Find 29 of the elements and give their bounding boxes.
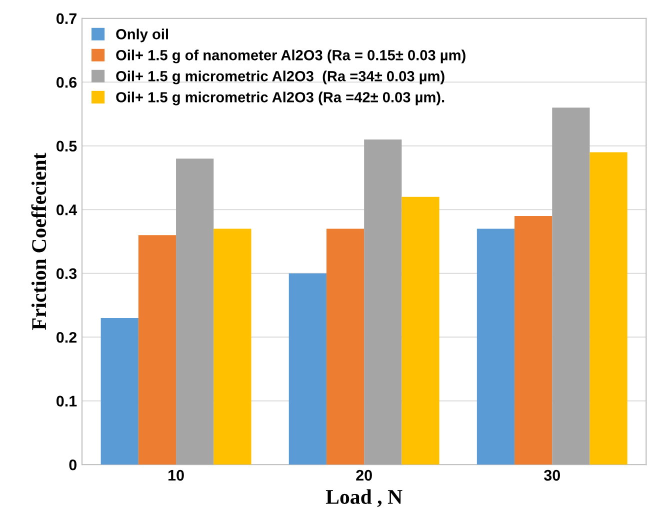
x-tick-label: 30 (544, 470, 560, 481)
y-axis-title: Friction Coeffecient (31, 152, 46, 330)
y-tick-label: 0.2 (56, 332, 77, 343)
y-tick-label: 0.6 (56, 76, 77, 88)
y-tick-label: 0 (69, 459, 77, 470)
bar (138, 235, 176, 465)
legend-label: Oil+ 1.5 g micrometric Al2O3 (Ra =34± 0.03 µm) (116, 70, 444, 84)
x-tick-label: 10 (168, 470, 184, 481)
bar (364, 140, 402, 465)
bar (100, 318, 138, 465)
x-axis-title: Load , N (326, 489, 402, 507)
legend-label: Oil+ 1.5 g micrometric Al2O3 (Ra =42± 0.03 µm). (116, 92, 444, 106)
x-tick-label: 20 (356, 470, 372, 481)
bar (590, 152, 628, 465)
y-tick-label: 0.5 (56, 140, 77, 152)
bar (514, 216, 552, 465)
legend-label: Oil+ 1.5 g of nanometer Al2O3 (Ra = 0.15± 0.03 µm) (116, 50, 466, 64)
y-tick-label: 0.3 (56, 268, 77, 280)
y-tick-label: 0.4 (56, 204, 78, 216)
y-tick-label: 0.7 (56, 13, 76, 24)
y-tick-label: 0.1 (56, 396, 77, 407)
bar (402, 196, 440, 465)
bar (176, 158, 214, 465)
bar (476, 228, 515, 465)
bar (552, 108, 590, 465)
bar (326, 228, 364, 465)
legend-label: Only oil (116, 28, 168, 42)
bar (288, 273, 326, 465)
bar (214, 228, 252, 465)
